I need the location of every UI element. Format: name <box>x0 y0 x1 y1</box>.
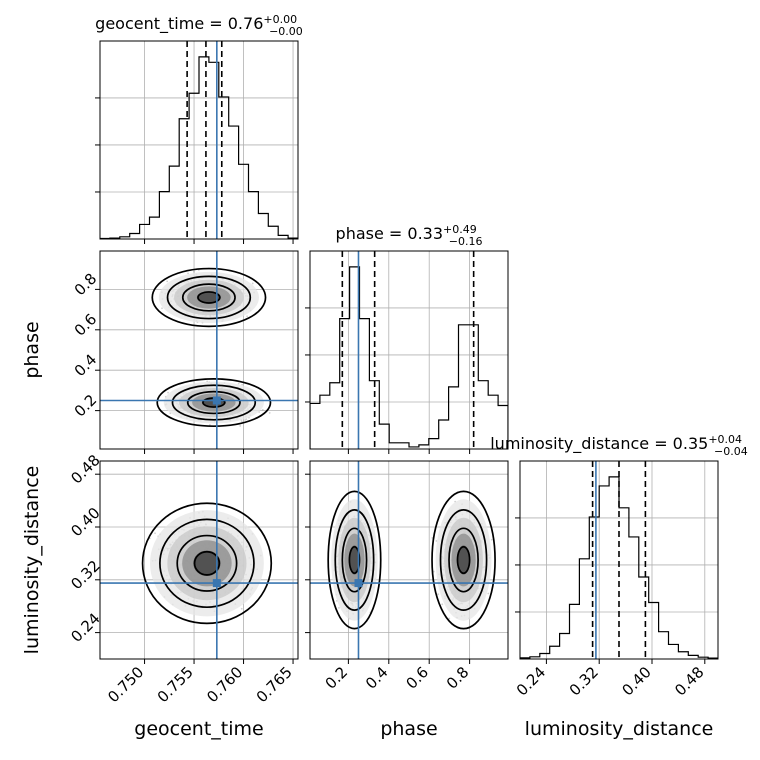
histogram-phase <box>310 266 508 449</box>
sample-point <box>261 408 264 411</box>
panel-frame <box>99 250 299 450</box>
contour-line <box>156 378 272 428</box>
y-tick-label: 0.2 <box>71 391 101 421</box>
y-axis-label-luminosity_distance: luminosity_distance <box>21 466 43 655</box>
histogram-geocent_time <box>100 56 298 239</box>
contour-line <box>341 527 368 593</box>
y-axis-label-phase: phase <box>21 321 43 378</box>
y-tick-label: 0.4 <box>71 350 101 380</box>
sample-point <box>239 425 242 427</box>
sample-point <box>187 272 189 275</box>
density-panel-phase-luminosity_distance <box>305 460 509 664</box>
contour-line <box>171 384 257 421</box>
x-tick-label: 0.8 <box>443 663 473 693</box>
density-panel-geocent_time-phase <box>95 250 299 454</box>
density-level <box>348 545 361 575</box>
sample-point <box>268 412 271 414</box>
contour-line <box>348 545 361 575</box>
x-axis-label-luminosity_distance: luminosity_distance <box>525 718 714 740</box>
hist-panel-phase: phase = 0.33+0.49 −0.16 <box>305 223 509 454</box>
truth-marker <box>212 396 221 405</box>
contour-line <box>456 545 471 575</box>
sample-point <box>161 307 163 310</box>
sample-point <box>193 270 195 273</box>
contour-line <box>334 508 375 612</box>
sample-point <box>487 592 490 595</box>
contour-line <box>141 502 273 625</box>
x-axis-label-phase: phase <box>380 718 437 740</box>
sample-point <box>167 391 169 394</box>
y-tick-label: 0.6 <box>71 310 101 340</box>
sample-point <box>240 607 243 610</box>
density-level <box>193 550 221 577</box>
x-axis-label-geocent_time: geocent_time <box>134 718 263 740</box>
contour-line <box>197 291 221 304</box>
x-tick-label: 0.6 <box>402 663 432 693</box>
panel-frame <box>309 460 509 660</box>
contour-line <box>448 527 479 593</box>
x-tick-label: 0.760 <box>203 663 246 706</box>
x-tick-label: 0.24 <box>513 663 549 699</box>
truth-marker <box>354 579 363 588</box>
sample-point <box>441 603 444 606</box>
y-tick-label: 0.48 <box>67 451 103 487</box>
x-tick-label: 0.755 <box>154 663 197 706</box>
title-phase: phase = 0.33+0.49 −0.16 <box>336 223 483 248</box>
sample-point <box>154 532 156 535</box>
sample-point <box>246 315 249 318</box>
density-level <box>196 291 221 304</box>
truth-marker <box>212 579 221 588</box>
y-tick-label: 0.32 <box>67 557 103 593</box>
density-level <box>456 545 471 575</box>
x-tick-label: 0.765 <box>253 663 296 706</box>
contour-line <box>431 490 496 630</box>
contour-line <box>193 550 221 576</box>
panel-frame <box>519 460 719 660</box>
contour-line <box>166 275 252 320</box>
panel-frame <box>99 460 299 660</box>
sample-point <box>437 593 440 596</box>
sample-point <box>490 538 493 541</box>
sample-point <box>166 280 169 283</box>
panel-frame <box>309 250 509 450</box>
x-tick-label: 0.750 <box>104 663 147 706</box>
x-tick-label: 0.32 <box>566 663 602 699</box>
x-tick-label: 0.4 <box>362 663 392 693</box>
sample-point <box>241 383 244 386</box>
y-tick-label: 0.40 <box>67 504 103 540</box>
sample-point <box>245 418 248 421</box>
title-luminosity_distance: luminosity_distance = 0.35+0.04 −0.04 <box>490 433 748 458</box>
sample-point <box>244 419 246 421</box>
density-panel-geocent_time-luminosity_distance <box>95 460 299 664</box>
title-geocent_time: geocent_time = 0.76+0.00 −0.00 <box>95 13 303 38</box>
contour-line <box>327 490 382 630</box>
sample-point <box>237 382 240 385</box>
x-tick-label: 0.40 <box>618 663 654 699</box>
y-tick-label: 0.8 <box>71 270 101 300</box>
sample-point <box>241 420 243 423</box>
contour-line <box>181 283 236 312</box>
panel-frame <box>99 40 299 240</box>
sample-point <box>338 606 340 609</box>
hist-panel-luminosity_distance: luminosity_distance = 0.35+0.04 −0.04 <box>490 433 748 664</box>
contour-line <box>439 508 488 612</box>
sample-point <box>435 540 438 542</box>
x-tick-label: 0.48 <box>671 663 707 699</box>
contour-line <box>159 518 255 609</box>
sample-point <box>251 282 254 285</box>
x-tick-label: 0.2 <box>322 663 352 693</box>
contour-line <box>186 390 241 415</box>
sample-point <box>448 617 451 620</box>
y-tick-label: 0.24 <box>67 609 103 645</box>
contour-line <box>176 534 238 592</box>
hist-panel-geocent_time: geocent_time = 0.76+0.00 −0.00 <box>95 13 303 244</box>
contour-line <box>151 267 267 328</box>
